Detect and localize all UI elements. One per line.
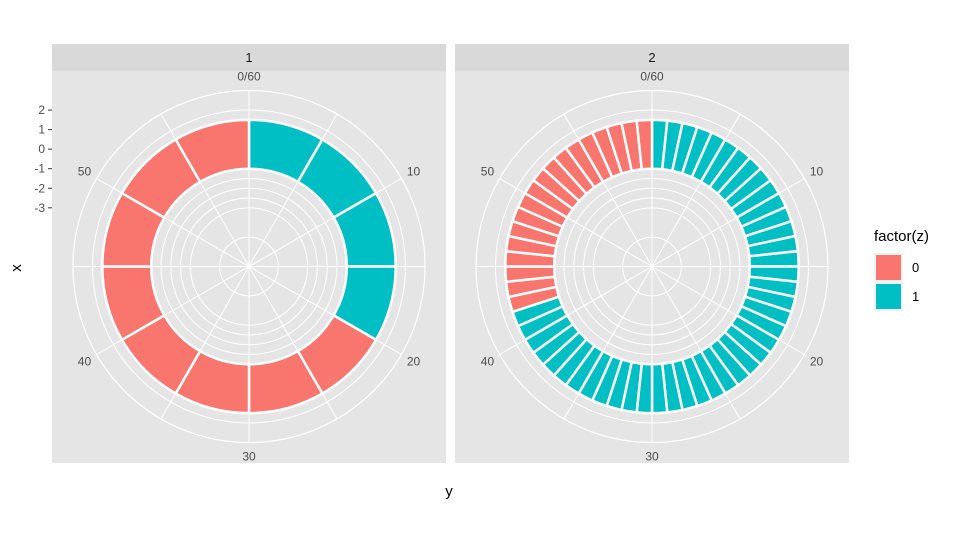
theta-tick-label: 0/60: [237, 70, 261, 84]
radial-tick-label: 0: [38, 142, 45, 156]
facet-strip: [52, 44, 446, 71]
facet-strip-label: 1: [245, 50, 252, 65]
facet-panels: 1 0/60 10 20 30 40 50 2 0/60 10 20 30 40 50: [52, 44, 849, 464]
theta-tick-label: 0/60: [640, 70, 664, 84]
theta-tick-label: 50: [78, 165, 92, 179]
facet-panel-2: 2 0/60 10 20 30 40 50: [455, 44, 849, 464]
theta-tick-label: 30: [242, 450, 256, 464]
facet-strip-label: 2: [648, 50, 655, 65]
radial-tick-label: 2: [38, 103, 45, 117]
legend-swatch: [876, 284, 901, 309]
theta-tick-label: 20: [407, 355, 421, 369]
theta-tick-label: 40: [481, 355, 495, 369]
theta-tick-label: 20: [810, 355, 824, 369]
x-axis-title: y: [445, 483, 453, 500]
theta-tick-label: 40: [78, 355, 92, 369]
facet-strip: [455, 44, 849, 71]
facet-panel-1: 1 0/60 10 20 30 40 50: [52, 44, 446, 464]
theta-tick-label: 10: [810, 165, 824, 179]
radial-tick-label: 1: [38, 123, 45, 137]
theta-tick-label: 50: [481, 165, 495, 179]
y-axis-title: x: [8, 264, 25, 272]
legend: factor(z) 0 1: [874, 228, 929, 311]
theta-tick-label: 30: [645, 450, 659, 464]
bar-segment-z0: [635, 118, 654, 171]
legend-label: 1: [912, 289, 919, 304]
legend-swatch: [876, 255, 901, 280]
theta-tick-label: 10: [407, 165, 421, 179]
legend-label: 0: [912, 260, 919, 275]
radial-tick-label: -3: [34, 201, 45, 215]
radial-axis: 2 1 0 -1 -2 -3: [34, 103, 52, 215]
bar-segment-z0: [173, 118, 251, 184]
radial-tick-label: -1: [34, 162, 45, 176]
legend-title: factor(z): [874, 228, 929, 245]
radial-tick-label: -2: [34, 181, 45, 195]
